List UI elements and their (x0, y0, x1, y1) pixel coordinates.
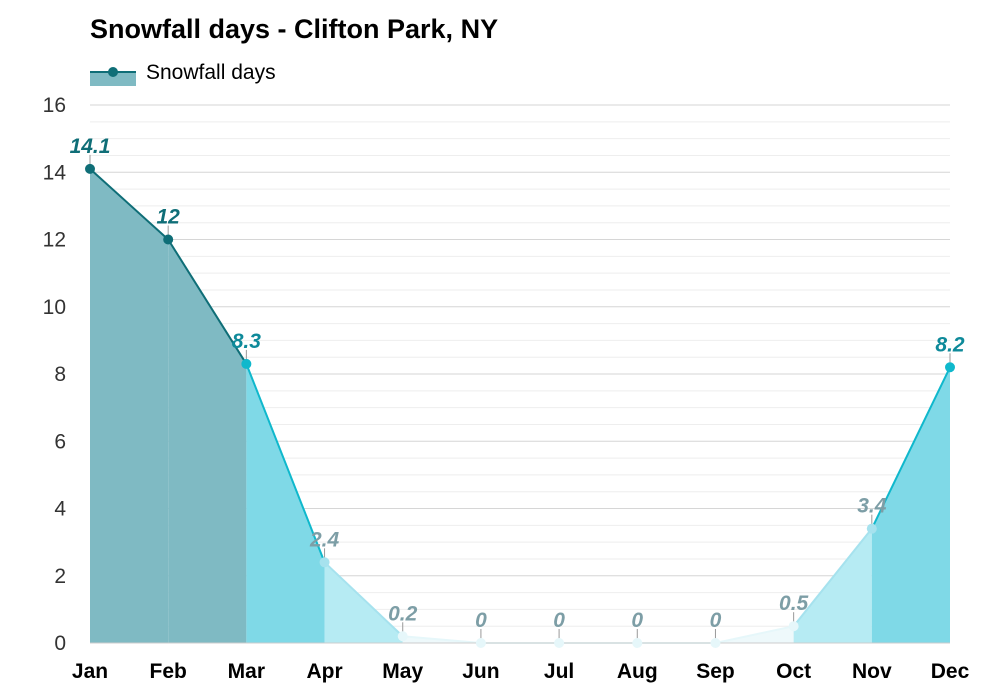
data-label: 12 (157, 206, 181, 229)
area-segment (324, 562, 403, 643)
data-point (85, 163, 95, 174)
area-segment (90, 168, 169, 643)
y-tick-label: 0 (54, 632, 66, 655)
data-label: 0.5 (779, 592, 809, 615)
x-tick-label: Jan (72, 660, 108, 683)
y-tick-label: 4 (54, 498, 66, 521)
x-tick-label: Sep (696, 660, 735, 683)
data-label: 8.2 (935, 333, 965, 356)
data-point (397, 631, 408, 642)
data-label: 0.2 (388, 602, 418, 625)
data-point (241, 358, 252, 369)
x-tick-label: Dec (931, 660, 970, 683)
series-line-segment (89, 168, 169, 241)
data-point (163, 234, 174, 245)
x-tick-label: Nov (852, 660, 892, 683)
data-point (632, 638, 643, 648)
legend-label: Snowfall days (146, 61, 276, 84)
data-point (554, 638, 565, 648)
x-tick-label: Feb (150, 660, 187, 683)
x-tick-label: Jul (544, 660, 574, 683)
area-segment (168, 239, 247, 643)
data-label: 8.3 (232, 330, 262, 353)
data-label: 3.4 (857, 495, 887, 518)
y-tick-label: 10 (43, 296, 66, 319)
y-tick-label: 2 (54, 565, 66, 588)
data-label: 0 (631, 609, 643, 632)
area-segment (871, 367, 950, 643)
data-label: 14.1 (70, 135, 111, 158)
x-tick-label: May (382, 660, 423, 683)
x-tick-label: Aug (617, 660, 658, 683)
data-point (319, 557, 330, 568)
y-tick-label: 14 (43, 161, 67, 184)
series-line-segment (715, 625, 794, 644)
series-line-segment (245, 363, 326, 563)
x-tick-label: Oct (776, 660, 811, 683)
series-line-segment (167, 238, 248, 365)
y-tick-label: 6 (54, 430, 66, 453)
series-line-segment (402, 635, 481, 644)
legend-swatch-icon (90, 67, 136, 86)
y-tick-label: 16 (43, 94, 66, 117)
data-point (710, 638, 721, 648)
y-tick-label: 12 (43, 229, 66, 252)
series-line-segment (792, 528, 873, 627)
y-tick-label: 8 (54, 363, 66, 386)
data-label: 0 (475, 609, 487, 632)
data-point (945, 362, 955, 373)
legend: Snowfall days (90, 60, 276, 86)
series-line-segment (870, 366, 951, 530)
x-tick-label: Jun (462, 660, 499, 683)
data-point (475, 638, 486, 648)
data-label: 2.4 (309, 528, 340, 551)
chart-title: Snowfall days - Clifton Park, NY (90, 14, 499, 44)
data-label: 0 (553, 609, 565, 632)
data-label: 0 (710, 609, 722, 632)
data-point (866, 523, 877, 534)
x-tick-label: Apr (306, 660, 342, 683)
legend-swatch (90, 60, 136, 86)
area-segment (793, 528, 872, 643)
series-line-segment (323, 561, 404, 638)
data-point (788, 621, 799, 632)
area-segment (246, 363, 325, 643)
x-tick-label: Mar (228, 660, 265, 683)
